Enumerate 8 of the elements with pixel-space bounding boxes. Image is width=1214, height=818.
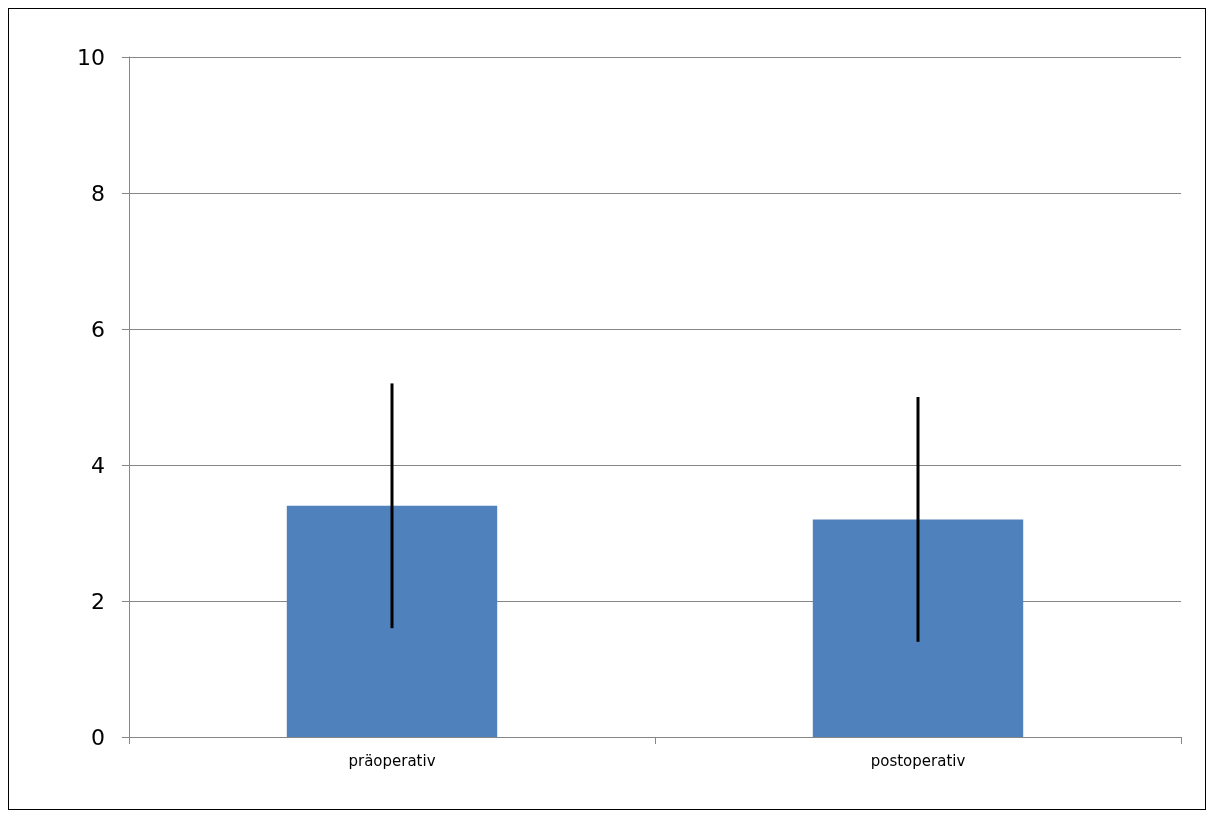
y-tick-label: 2: [91, 588, 105, 614]
y-tick-label: 8: [91, 180, 105, 206]
y-tick-label: 10: [77, 44, 105, 70]
y-tick-label: 4: [91, 452, 105, 478]
y-tick-label: 6: [91, 316, 105, 342]
x-tick-label: postoperativ: [870, 751, 966, 770]
y-tick-label: 0: [91, 724, 105, 750]
x-tick-label: präoperativ: [348, 751, 436, 770]
